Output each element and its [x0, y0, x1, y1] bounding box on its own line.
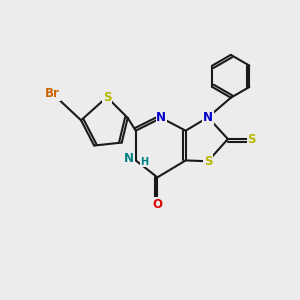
Text: S: S: [248, 133, 256, 146]
Text: O: O: [152, 198, 162, 211]
Text: N: N: [124, 152, 134, 165]
Text: H: H: [140, 157, 148, 167]
Text: Br: Br: [45, 87, 60, 100]
Text: N: N: [156, 111, 166, 124]
Text: S: S: [204, 155, 212, 168]
Text: S: S: [103, 91, 111, 103]
Text: N: N: [203, 111, 213, 124]
